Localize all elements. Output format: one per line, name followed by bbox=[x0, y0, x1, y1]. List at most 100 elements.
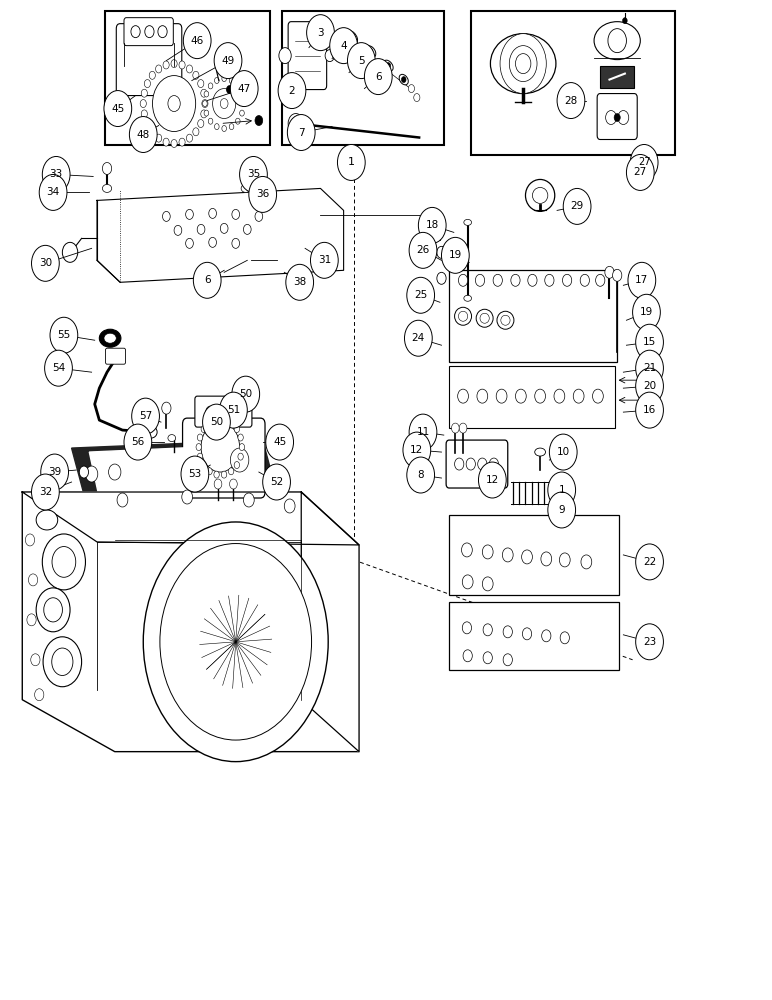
Text: 50: 50 bbox=[239, 389, 252, 399]
Ellipse shape bbox=[459, 311, 468, 321]
Ellipse shape bbox=[399, 74, 408, 85]
Text: 8: 8 bbox=[418, 470, 424, 480]
Polygon shape bbox=[90, 445, 259, 498]
Polygon shape bbox=[22, 492, 359, 545]
Circle shape bbox=[479, 462, 506, 498]
FancyBboxPatch shape bbox=[288, 22, 327, 90]
Text: 3: 3 bbox=[317, 28, 323, 38]
Text: 19: 19 bbox=[640, 307, 653, 317]
Circle shape bbox=[612, 269, 621, 281]
Circle shape bbox=[124, 424, 152, 460]
Circle shape bbox=[222, 76, 226, 82]
Circle shape bbox=[207, 468, 212, 475]
Circle shape bbox=[463, 650, 472, 662]
Circle shape bbox=[459, 423, 467, 433]
FancyBboxPatch shape bbox=[446, 440, 508, 488]
Circle shape bbox=[477, 389, 488, 403]
Circle shape bbox=[35, 689, 44, 701]
Circle shape bbox=[201, 422, 239, 472]
Circle shape bbox=[407, 277, 435, 313]
Bar bbox=[282, 11, 444, 145]
Text: 32: 32 bbox=[39, 487, 52, 497]
Circle shape bbox=[249, 176, 276, 212]
Circle shape bbox=[347, 43, 375, 79]
Circle shape bbox=[181, 490, 192, 504]
Circle shape bbox=[144, 522, 328, 762]
Circle shape bbox=[201, 462, 206, 469]
Circle shape bbox=[476, 274, 485, 286]
Circle shape bbox=[622, 18, 627, 24]
Circle shape bbox=[215, 124, 219, 130]
Circle shape bbox=[409, 414, 437, 450]
Circle shape bbox=[605, 111, 616, 125]
Circle shape bbox=[581, 555, 592, 569]
Circle shape bbox=[219, 406, 229, 418]
Text: 5: 5 bbox=[358, 56, 364, 66]
Ellipse shape bbox=[476, 309, 493, 327]
Ellipse shape bbox=[464, 219, 472, 225]
Circle shape bbox=[32, 245, 59, 281]
Circle shape bbox=[437, 246, 446, 258]
Circle shape bbox=[483, 624, 493, 636]
Circle shape bbox=[232, 376, 259, 412]
Circle shape bbox=[330, 28, 357, 64]
Circle shape bbox=[632, 294, 660, 330]
Circle shape bbox=[149, 128, 155, 136]
Circle shape bbox=[368, 49, 373, 55]
Circle shape bbox=[144, 120, 151, 128]
Ellipse shape bbox=[480, 313, 489, 323]
Circle shape bbox=[462, 543, 472, 557]
Circle shape bbox=[52, 547, 76, 577]
Circle shape bbox=[604, 266, 614, 278]
Text: 35: 35 bbox=[247, 169, 260, 179]
Text: 6: 6 bbox=[204, 275, 211, 285]
Circle shape bbox=[215, 77, 219, 83]
Text: 20: 20 bbox=[643, 381, 656, 391]
Circle shape bbox=[153, 76, 195, 132]
Circle shape bbox=[168, 96, 180, 112]
Circle shape bbox=[510, 46, 537, 82]
Circle shape bbox=[208, 118, 213, 124]
Circle shape bbox=[179, 138, 185, 146]
Text: 36: 36 bbox=[256, 189, 269, 199]
Circle shape bbox=[238, 434, 243, 441]
Circle shape bbox=[226, 86, 232, 94]
Circle shape bbox=[183, 23, 211, 59]
Text: 27: 27 bbox=[634, 167, 647, 177]
Text: 18: 18 bbox=[425, 220, 438, 230]
Text: 54: 54 bbox=[52, 363, 65, 373]
Circle shape bbox=[201, 426, 206, 433]
Text: 30: 30 bbox=[39, 258, 52, 268]
Circle shape bbox=[337, 144, 365, 180]
FancyBboxPatch shape bbox=[124, 18, 173, 46]
Circle shape bbox=[222, 471, 227, 478]
Ellipse shape bbox=[526, 179, 555, 211]
Circle shape bbox=[500, 34, 547, 94]
Circle shape bbox=[145, 26, 154, 38]
Circle shape bbox=[243, 224, 251, 234]
Circle shape bbox=[557, 83, 585, 119]
Ellipse shape bbox=[103, 184, 112, 192]
Circle shape bbox=[186, 134, 192, 142]
Circle shape bbox=[144, 80, 151, 88]
Circle shape bbox=[42, 156, 70, 192]
Circle shape bbox=[548, 472, 576, 508]
Circle shape bbox=[214, 471, 219, 478]
Circle shape bbox=[132, 398, 160, 434]
Ellipse shape bbox=[168, 435, 175, 442]
Circle shape bbox=[528, 274, 537, 286]
Ellipse shape bbox=[594, 22, 640, 60]
FancyBboxPatch shape bbox=[598, 94, 637, 140]
Circle shape bbox=[628, 262, 655, 298]
Bar bbox=[105, 11, 270, 145]
Circle shape bbox=[198, 434, 203, 441]
Ellipse shape bbox=[145, 426, 157, 438]
Text: 19: 19 bbox=[449, 250, 462, 260]
FancyBboxPatch shape bbox=[195, 396, 252, 427]
Circle shape bbox=[104, 91, 132, 127]
Circle shape bbox=[496, 389, 507, 403]
Circle shape bbox=[141, 110, 147, 118]
Circle shape bbox=[193, 262, 221, 298]
Circle shape bbox=[214, 479, 222, 489]
Text: 45: 45 bbox=[273, 437, 286, 447]
